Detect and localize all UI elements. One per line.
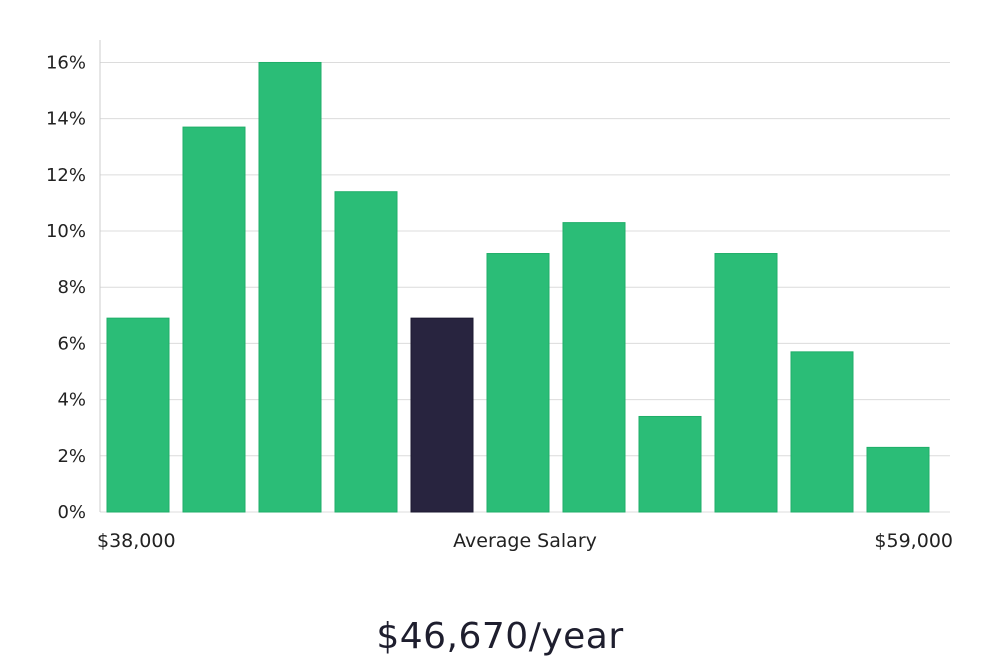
bar (486, 253, 550, 513)
y-tick-label: 6% (57, 333, 86, 354)
average-salary-value: $46,670/year (376, 616, 623, 657)
bar (866, 446, 930, 513)
bar (790, 351, 854, 513)
x-axis-min-label: $38,000 (97, 530, 176, 552)
bar (182, 126, 246, 513)
y-tick-label: 14% (46, 109, 86, 130)
y-axis-ticks: 0% 2% 4% 6% 8% 10% 12% 14% 16% (46, 52, 86, 523)
bar (638, 415, 702, 513)
bar (258, 61, 322, 513)
x-axis-center-label: Average Salary (453, 530, 597, 552)
bar-highlight (410, 317, 474, 513)
bar (714, 253, 778, 513)
bar (106, 317, 170, 513)
y-tick-label: 12% (46, 165, 86, 186)
y-tick-label: 10% (46, 221, 86, 242)
y-tick-label: 0% (57, 502, 86, 523)
y-tick-label: 4% (57, 390, 86, 411)
y-tick-label: 8% (57, 277, 86, 298)
bar (562, 222, 626, 513)
x-axis-max-label: $59,000 (874, 530, 953, 552)
y-tick-label: 2% (57, 446, 86, 467)
bar (334, 191, 398, 513)
bars (106, 61, 930, 513)
y-tick-label: 16% (46, 52, 86, 73)
